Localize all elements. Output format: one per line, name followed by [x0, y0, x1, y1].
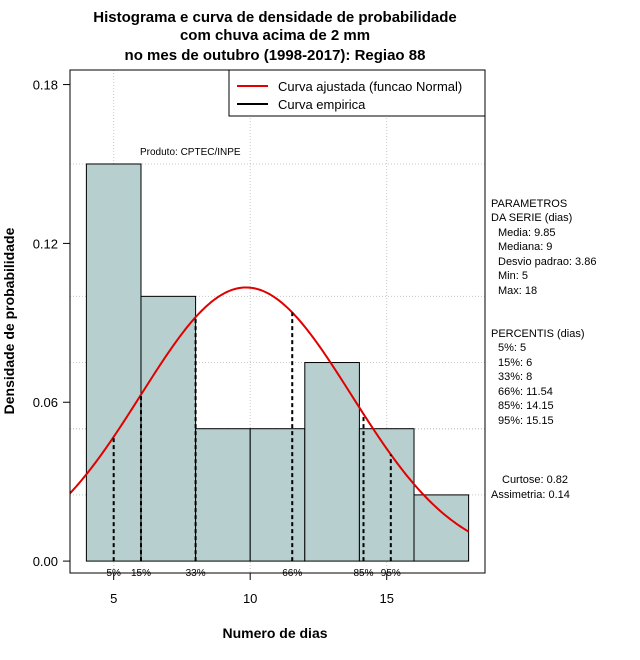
- param-max: Max: 18: [498, 285, 537, 297]
- legend: Curva ajustada (funcao Normal) Curva emp…: [228, 69, 486, 117]
- params-title-2: DA SERIE (dias): [491, 212, 572, 224]
- percentile-labels: 5% 15% 33% 66% 85% 95%: [106, 568, 400, 579]
- params-title-1: PARAMETROS: [491, 198, 567, 210]
- percentil-33: 33%: 8: [498, 371, 532, 383]
- legend-box: [228, 69, 486, 117]
- percentile-label-85: 85%: [353, 568, 373, 579]
- percentile-label-95: 95%: [381, 568, 401, 579]
- title-line-2: com chuva acima de 2 mm: [180, 27, 370, 44]
- percentile-lines: [112, 312, 392, 562]
- y-axis-label: Densidade de probabilidade: [1, 227, 17, 414]
- chart-title: Histograma e curva de densidade de proba…: [93, 9, 456, 64]
- histogram-bar-7: [413, 494, 470, 562]
- statistics-panel: PARAMETROS DA SERIE (dias) Media: 9.85 M…: [491, 198, 596, 501]
- x-tick-label: 5: [110, 591, 117, 606]
- y-tick-label: 0.06: [33, 395, 58, 410]
- fitted-curve: [69, 286, 470, 533]
- curtose: Curtose: 0.82: [502, 474, 568, 486]
- param-min: Min: 5: [498, 270, 528, 282]
- legend-label-fitted: Curva ajustada (funcao Normal): [278, 79, 462, 94]
- percentile-label-33: 33%: [186, 568, 206, 579]
- title-line-1: Histograma e curva de densidade de proba…: [93, 9, 456, 26]
- percentil-95: 95%: 15.15: [498, 415, 554, 427]
- x-tick-label: 10: [243, 591, 257, 606]
- y-tick-label: 0.00: [33, 554, 58, 569]
- y-axis: 0.00 0.06 0.12 0.18: [33, 78, 70, 569]
- legend-label-empirical: Curva empirica: [278, 97, 366, 112]
- percentis-title: PERCENTIS (dias): [491, 328, 585, 340]
- param-desvio: Desvio padrao: 3.86: [498, 256, 596, 268]
- histogram-bar-6: [358, 428, 415, 562]
- percentil-15: 15%: 6: [498, 357, 532, 369]
- y-tick-label: 0.12: [33, 236, 58, 251]
- source-annotation: Produto: CPTEC/INPE: [140, 147, 241, 158]
- histogram-bars: [85, 163, 470, 562]
- x-axis: 5 10 15: [110, 572, 394, 606]
- histogram-bar-2: [140, 295, 197, 562]
- percentile-label-66: 66%: [282, 568, 302, 579]
- x-tick-label: 15: [379, 591, 393, 606]
- y-tick-label: 0.18: [33, 78, 58, 93]
- fitted-normal-curve: [69, 286, 470, 533]
- x-axis-label: Numero de dias: [222, 625, 327, 641]
- percentil-5: 5%: 5: [498, 342, 526, 354]
- param-media: Media: 9.85: [498, 227, 555, 239]
- histogram-bar-4: [249, 428, 306, 562]
- histogram-bar-5: [304, 362, 360, 562]
- percentile-label-15: 15%: [131, 568, 151, 579]
- assimetria: Assimetria: 0.14: [491, 489, 570, 501]
- percentil-66: 66%: 11.54: [498, 386, 553, 398]
- histogram-bar-3: [195, 428, 251, 562]
- title-line-3: no mes de outubro (1998-2017): Regiao 88: [125, 47, 426, 64]
- param-mediana: Mediana: 9: [498, 241, 552, 253]
- percentil-85: 85%: 14.15: [498, 400, 554, 412]
